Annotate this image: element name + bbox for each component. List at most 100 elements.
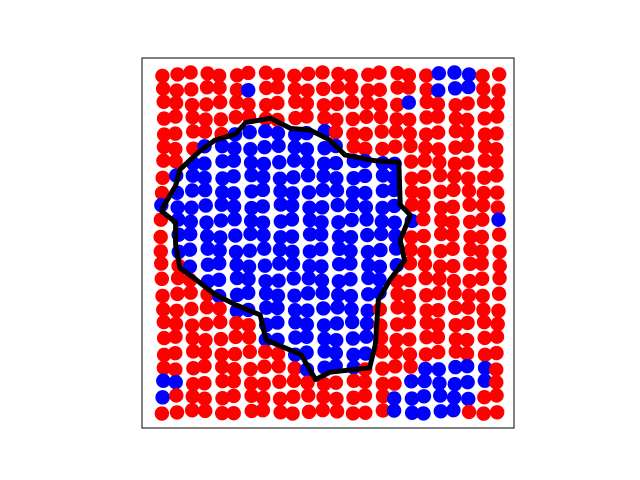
cluster-contour	[158, 115, 413, 382]
particle	[299, 142, 315, 157]
particle	[215, 185, 230, 200]
particle	[153, 244, 168, 259]
particle	[404, 197, 420, 212]
particle	[229, 257, 244, 273]
particle	[185, 110, 200, 125]
particle	[270, 300, 285, 316]
particle	[301, 185, 317, 200]
particle	[214, 138, 230, 154]
particle	[168, 362, 183, 377]
particle	[459, 346, 475, 361]
particle	[489, 126, 504, 141]
particle	[168, 154, 183, 169]
particle	[358, 346, 373, 361]
particle	[227, 141, 242, 156]
particle	[168, 345, 183, 361]
particle	[241, 271, 256, 287]
particle	[227, 346, 243, 362]
particle	[448, 111, 464, 126]
particle	[388, 139, 403, 154]
particle	[212, 243, 227, 258]
particle	[330, 79, 345, 95]
particle	[460, 171, 476, 186]
particle	[316, 318, 332, 333]
particle	[331, 229, 347, 244]
particle	[416, 406, 431, 421]
particle	[430, 317, 446, 333]
particle	[197, 124, 213, 139]
particle	[491, 212, 506, 227]
particle	[154, 406, 170, 421]
particle	[430, 96, 446, 112]
particle	[402, 273, 417, 288]
particle	[361, 258, 376, 273]
particle	[431, 285, 446, 301]
particle	[156, 373, 171, 388]
particle	[185, 331, 200, 346]
particle	[447, 81, 463, 96]
particle	[154, 185, 170, 201]
particle	[401, 315, 417, 330]
particle	[270, 95, 285, 111]
axes-frame	[141, 57, 515, 429]
particle	[402, 332, 417, 347]
particle	[447, 376, 463, 392]
particle	[302, 244, 318, 259]
particle	[184, 82, 199, 97]
particle	[273, 405, 288, 420]
particle	[358, 199, 374, 215]
particle	[372, 272, 387, 287]
particle	[256, 241, 272, 256]
particle	[345, 111, 360, 127]
particle	[389, 332, 404, 348]
particle	[287, 302, 303, 318]
particle	[155, 288, 170, 304]
particle	[461, 391, 476, 407]
particle	[314, 259, 329, 274]
particle	[402, 126, 417, 141]
particle	[197, 345, 213, 360]
particle	[229, 287, 245, 303]
particle	[331, 66, 346, 82]
particle	[445, 199, 461, 215]
particle	[386, 403, 402, 418]
particle	[390, 300, 405, 315]
particle	[386, 391, 402, 406]
particle	[155, 68, 170, 84]
particle	[211, 256, 227, 271]
particle	[316, 168, 331, 184]
particle	[432, 271, 447, 286]
particle	[433, 404, 449, 419]
particle	[419, 110, 434, 125]
particle	[211, 272, 227, 287]
particle	[285, 186, 300, 201]
particle	[375, 403, 391, 418]
particle	[214, 197, 229, 212]
particle	[344, 81, 359, 96]
particle	[475, 68, 490, 84]
particle	[273, 184, 288, 199]
particle	[197, 403, 213, 419]
particle	[315, 285, 330, 301]
particle	[492, 258, 507, 274]
particle	[448, 332, 464, 347]
particle	[345, 185, 361, 200]
particle	[169, 83, 185, 98]
particle	[256, 156, 272, 172]
particle	[430, 303, 446, 318]
particle	[476, 406, 491, 421]
particle	[375, 361, 390, 376]
particle	[372, 82, 387, 98]
particle	[330, 300, 345, 315]
particle	[244, 168, 259, 183]
particle	[184, 97, 200, 113]
particle	[258, 123, 273, 139]
particle	[299, 317, 315, 332]
particle	[300, 375, 315, 390]
particle	[419, 315, 434, 330]
particle	[418, 127, 434, 142]
particle	[477, 330, 492, 346]
particle	[287, 361, 302, 376]
particle	[168, 126, 183, 141]
particle	[198, 332, 213, 348]
